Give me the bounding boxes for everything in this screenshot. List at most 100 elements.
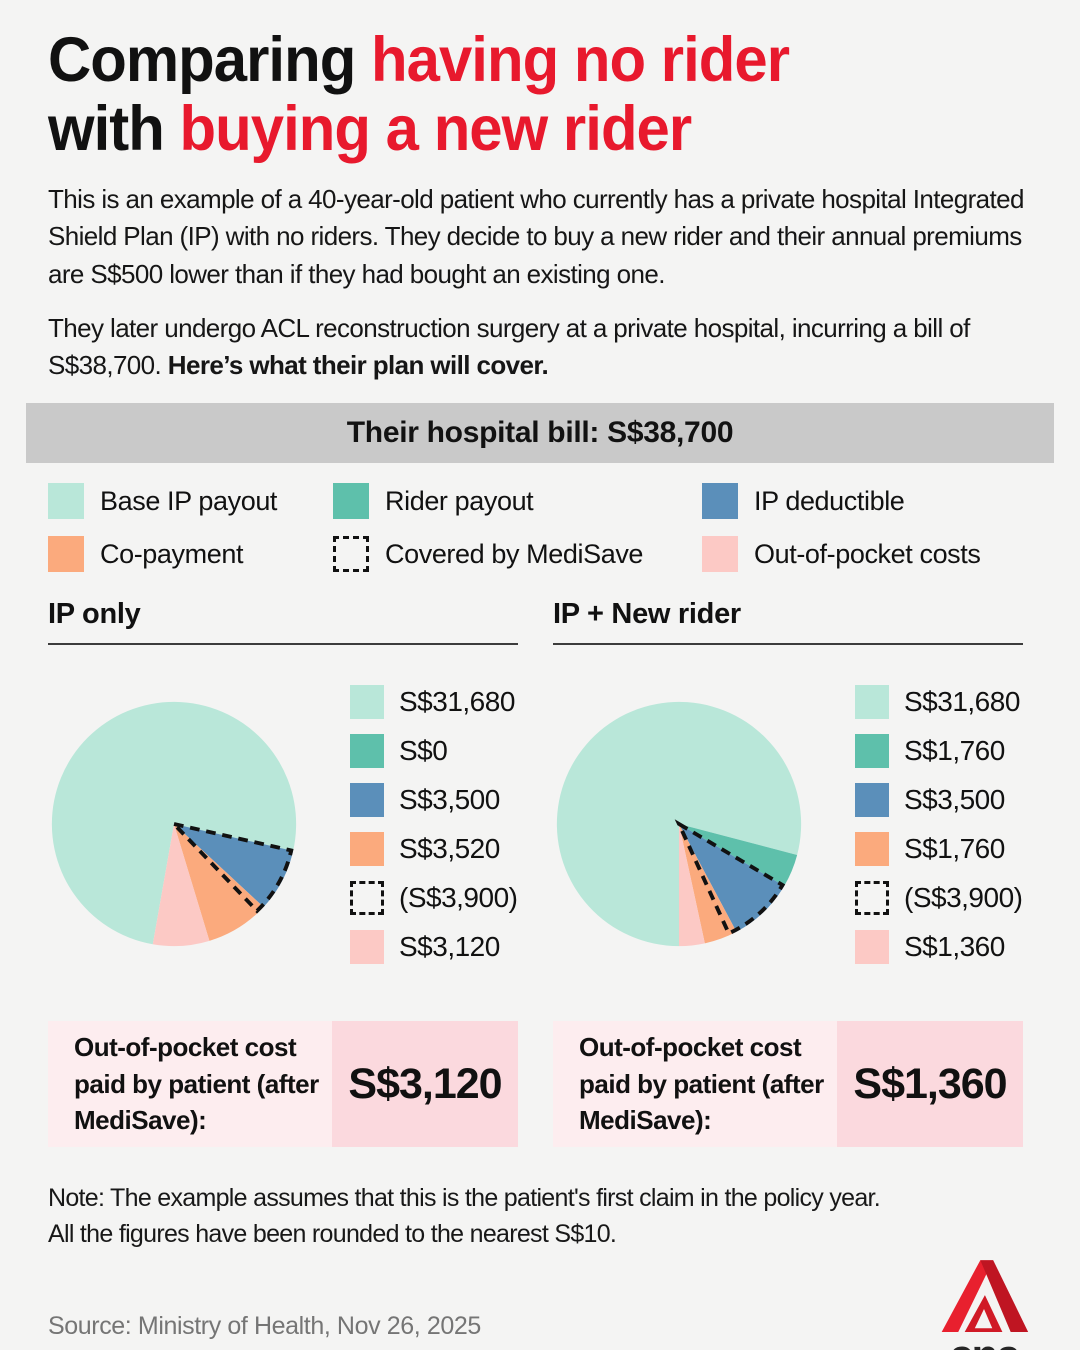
pie-slice	[174, 824, 264, 941]
ip-deductible-swatch	[702, 483, 738, 520]
hospital-bill-text: Their hospital bill: S$38,700	[346, 416, 734, 450]
pie-legend-swatch	[350, 685, 384, 720]
pie-legend-value: S$1,760	[904, 735, 1005, 767]
pie-legend-value: S$1,360	[904, 931, 1005, 963]
pie-legend-item: S$3,520	[350, 832, 518, 867]
oop-summary-amount: S$3,120	[332, 1021, 518, 1148]
hospital-bill-banner: Their hospital bill: S$38,700	[26, 403, 1054, 464]
pie-legend-item: S$31,680	[855, 685, 1023, 720]
ip-only-section: IP only S$31,680 S$0 S$3,500 S$3,520 (S$3,90…	[48, 598, 518, 965]
ip-only-pie-row: S$31,680 S$0 S$3,500 S$3,520 (S$3,900) S$3,12…	[48, 685, 518, 965]
pie-legend-swatch	[855, 734, 889, 769]
legend-label: IP deductible	[754, 485, 905, 516]
comparison-columns: IP only S$31,680 S$0 S$3,500 S$3,520 (S$3,90…	[48, 598, 1032, 965]
intro-paragraph-2-text: They later undergo ACL reconstruction su…	[48, 312, 970, 381]
title-line-1: Comparing having no rider	[48, 25, 983, 95]
medisave-dashed-swatch	[350, 881, 384, 916]
category-legend: Base IP payout Rider payout IP deductibl…	[48, 483, 1032, 573]
pie-legend-value: S$31,680	[399, 686, 515, 718]
legend-item-rider-payout: Rider payout	[333, 483, 702, 520]
oop-summary-label: Out-of-pocket cost paid by patient (afte…	[579, 1032, 824, 1136]
pie-chart-ip-new-rider	[556, 701, 802, 947]
ip-new-rider-section: IP + New rider S$31,680 S$1,760 S$3,500 S$1…	[553, 598, 1023, 965]
pie-legend-value: S$31,680	[904, 686, 1020, 718]
medisave-dashed-outline	[674, 819, 786, 937]
out-of-pocket-summaries: Out-of-pocket cost paid by patient (afte…	[48, 1021, 1032, 1148]
title-line2-black: with	[48, 94, 180, 165]
cna-logo: cna	[936, 1257, 1032, 1350]
oop-summary-amount: S$1,360	[837, 1021, 1023, 1148]
pie-legend-swatch	[350, 930, 384, 965]
legend-item-out-of-pocket-costs: Out-of-pocket costs	[702, 536, 1032, 573]
footnote-line-2: All the figures have been rounded to the…	[48, 1220, 617, 1249]
pie-legend-swatch	[855, 685, 889, 720]
intro-paragraph-2-bold: Here’s what their plan will cover.	[167, 350, 549, 381]
pie-legend-value: S$1,760	[904, 833, 1005, 865]
ip-new-rider-pie-row: S$31,680 S$1,760 S$3,500 S$1,760 (S$3,900) S$…	[553, 685, 1023, 965]
pie-legend-value: S$3,500	[904, 784, 1005, 816]
legend-item-co-payment: Co-payment	[48, 536, 333, 573]
section-title-ip-only: IP only	[48, 598, 141, 631]
intro-paragraph-1: This is an example of a 40-year-old pati…	[48, 183, 1024, 289]
legend-label: Out-of-pocket costs	[754, 538, 981, 569]
legend-item-ip-deductible: IP deductible	[702, 483, 1032, 520]
pie-slice	[679, 824, 785, 932]
page-title: Comparing having no rider with buying a …	[48, 25, 1032, 165]
pie-legend-value: S$3,520	[399, 833, 500, 865]
legend-item-covered-by-medisave: Covered by MediSave	[333, 536, 702, 573]
base-ip-payout-swatch	[48, 483, 84, 520]
pie-legend-item: S$3,500	[855, 783, 1023, 818]
pie-legend-value: S$3,120	[399, 931, 500, 963]
pie-slice	[152, 824, 210, 947]
pie-legend-value: S$3,500	[399, 784, 500, 816]
rider-payout-swatch	[333, 483, 369, 520]
section-title-ip-new-rider: IP + New rider	[553, 598, 741, 631]
legend-label: Covered by MediSave	[385, 538, 644, 569]
legend-label: Rider payout	[385, 485, 534, 516]
source-line: Source: Ministry of Health, Nov 26, 2025	[48, 1311, 481, 1340]
legend-item-base-ip-payout: Base IP payout	[48, 483, 333, 520]
oop-summary-ip-only: Out-of-pocket cost paid by patient (afte…	[48, 1021, 518, 1148]
footer-text: Source: Ministry of Health, Nov 26, 2025…	[48, 1312, 481, 1350]
covered-by-medisave-swatch	[333, 536, 369, 573]
medisave-dashed-outline	[168, 820, 294, 914]
title-line-2: with buying a new rider	[48, 95, 983, 164]
pie-legend-swatch	[350, 832, 384, 867]
pie-legend-swatch	[855, 930, 889, 965]
pie-legend-swatch	[350, 783, 384, 818]
legend-label: Base IP payout	[100, 485, 278, 516]
pie-slice	[51, 701, 297, 945]
pie-legend-item: (S$3,900)	[855, 881, 1023, 916]
cna-logo-text: cna	[936, 1333, 1032, 1350]
pie-legend-item: S$1,760	[855, 832, 1023, 867]
pie-legend-item: S$0	[350, 734, 518, 769]
pie-legend-item: S$3,120	[350, 930, 518, 965]
pie-legend-item: (S$3,900)	[350, 881, 518, 916]
cna-logo-mark	[941, 1259, 1029, 1332]
pie-legend-swatch	[855, 832, 889, 867]
pie-legend-value: (S$3,900)	[904, 882, 1023, 914]
pie-legend-item: S$3,500	[350, 783, 518, 818]
pie-slice	[679, 824, 705, 947]
co-payment-swatch	[48, 536, 84, 573]
pie-chart-ip-only	[51, 701, 297, 947]
pie-legend-swatch	[350, 734, 384, 769]
pie-legend-ip-new-rider: S$31,680 S$1,760 S$3,500 S$1,760 (S$3,900) S$…	[855, 685, 1023, 965]
footnote: Note: The example assumes that this is t…	[48, 1180, 1032, 1253]
pie-legend-value: S$0	[399, 735, 448, 767]
footer: Source: Ministry of Health, Nov 26, 2025…	[48, 1257, 1032, 1350]
medisave-dashed-swatch	[855, 881, 889, 916]
oop-summary-ip-new-rider: Out-of-pocket cost paid by patient (afte…	[553, 1021, 1023, 1148]
pie-legend-item: S$1,760	[855, 734, 1023, 769]
out-of-pocket-costs-swatch	[702, 536, 738, 573]
title-line2-red: buying a new rider	[179, 94, 693, 165]
title-line1-red: having no rider	[371, 25, 790, 95]
pie-legend-item: S$31,680	[350, 685, 518, 720]
legend-label: Co-payment	[100, 538, 244, 569]
intro-paragraph-2: They later undergo ACL reconstruction su…	[48, 310, 1032, 385]
section-divider	[553, 643, 1023, 646]
oop-summary-label: Out-of-pocket cost paid by patient (afte…	[74, 1032, 319, 1136]
pie-legend-ip-only: S$31,680 S$0 S$3,500 S$3,520 (S$3,900) S$3,12…	[350, 685, 518, 965]
pie-legend-item: S$1,360	[855, 930, 1023, 965]
